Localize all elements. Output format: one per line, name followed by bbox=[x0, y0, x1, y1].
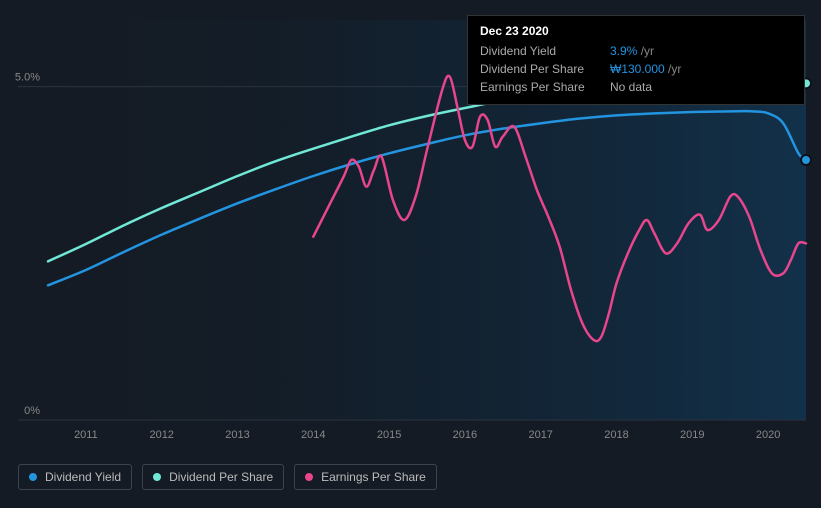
legend-earnings-per-share[interactable]: Earnings Per Share bbox=[294, 464, 437, 490]
legend-dot bbox=[153, 473, 161, 481]
tooltip-suffix: /yr bbox=[641, 44, 654, 58]
legend-container: Dividend Yield Dividend Per Share Earnin… bbox=[18, 464, 437, 490]
legend-dividend-yield[interactable]: Dividend Yield bbox=[18, 464, 132, 490]
tooltip-row: Dividend Per Share ₩130.000 /yr bbox=[480, 60, 792, 78]
chart-container: 0% 5.0% 2011 2012 2013 2014 2015 2016 2017 2018 20… bbox=[0, 0, 821, 508]
tooltip-date: Dec 23 2020 bbox=[480, 24, 792, 38]
tooltip-suffix: /yr bbox=[668, 62, 681, 76]
svg-text:2015: 2015 bbox=[377, 429, 401, 441]
tooltip-label: Dividend Per Share bbox=[480, 60, 610, 78]
tooltip-label: Dividend Yield bbox=[480, 42, 610, 60]
tooltip-value: No data bbox=[610, 80, 652, 94]
svg-text:5.0%: 5.0% bbox=[15, 72, 40, 84]
legend-label: Earnings Per Share bbox=[321, 470, 426, 484]
tooltip-label: Earnings Per Share bbox=[480, 78, 610, 96]
legend-label: Dividend Yield bbox=[45, 470, 121, 484]
legend-dividend-per-share[interactable]: Dividend Per Share bbox=[142, 464, 284, 490]
tooltip-value: ₩130.000 bbox=[610, 62, 665, 76]
svg-text:2012: 2012 bbox=[149, 429, 173, 441]
legend-dot bbox=[305, 473, 313, 481]
legend-label: Dividend Per Share bbox=[169, 470, 273, 484]
svg-text:2019: 2019 bbox=[680, 429, 704, 441]
svg-text:2020: 2020 bbox=[756, 429, 780, 441]
tooltip-row: Dividend Yield 3.9% /yr bbox=[480, 42, 792, 60]
svg-text:0%: 0% bbox=[24, 405, 40, 417]
chart-tooltip: Dec 23 2020 Dividend Yield 3.9% /yr Divi… bbox=[467, 15, 805, 105]
svg-text:2013: 2013 bbox=[225, 429, 249, 441]
legend-dot bbox=[29, 473, 37, 481]
svg-text:2011: 2011 bbox=[74, 429, 98, 441]
svg-text:2017: 2017 bbox=[528, 429, 552, 441]
tooltip-row: Earnings Per Share No data bbox=[480, 78, 792, 96]
svg-text:2016: 2016 bbox=[453, 429, 477, 441]
svg-text:2018: 2018 bbox=[604, 429, 628, 441]
svg-text:2014: 2014 bbox=[301, 429, 325, 441]
tooltip-value: 3.9% bbox=[610, 44, 637, 58]
